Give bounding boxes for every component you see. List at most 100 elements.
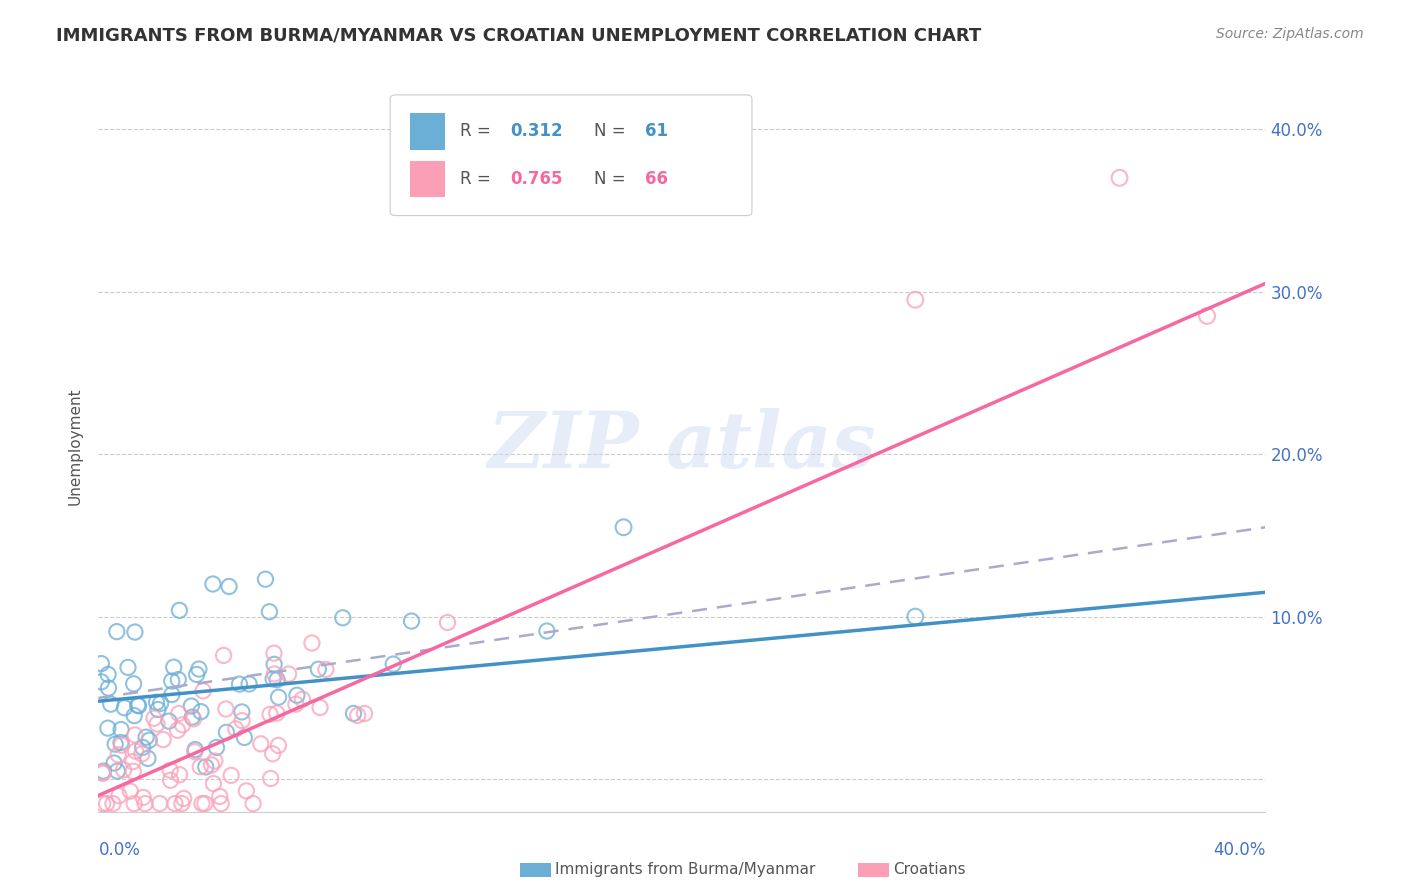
- Point: [263, 657, 285, 672]
- Point: [291, 692, 314, 706]
- Point: [112, 763, 135, 777]
- Point: [91, 797, 114, 811]
- Point: [105, 764, 128, 778]
- Point: [219, 768, 242, 782]
- Point: [167, 706, 190, 721]
- Point: [136, 751, 159, 765]
- Point: [90, 674, 112, 689]
- Point: [204, 754, 226, 768]
- Point: [124, 744, 146, 758]
- Point: [107, 747, 129, 762]
- Point: [159, 773, 181, 788]
- Point: [167, 673, 190, 687]
- Point: [309, 700, 332, 714]
- Point: [124, 728, 146, 742]
- Text: Croatians: Croatians: [893, 863, 966, 877]
- Text: N =: N =: [595, 122, 631, 140]
- Point: [105, 624, 128, 639]
- Text: 0.0%: 0.0%: [98, 841, 141, 859]
- Point: [186, 667, 208, 681]
- Point: [134, 797, 156, 811]
- Point: [160, 688, 183, 702]
- Point: [172, 718, 194, 732]
- Point: [266, 706, 288, 721]
- Point: [91, 764, 114, 778]
- Point: [332, 611, 354, 625]
- Point: [152, 732, 174, 747]
- Point: [132, 790, 155, 805]
- Point: [91, 765, 114, 780]
- Point: [149, 797, 172, 811]
- Point: [215, 725, 238, 739]
- Point: [436, 615, 458, 630]
- Point: [1108, 170, 1130, 185]
- Point: [163, 797, 186, 811]
- Point: [225, 722, 247, 736]
- Point: [267, 739, 290, 753]
- Point: [149, 696, 172, 710]
- Point: [145, 695, 167, 709]
- Text: Immigrants from Burma/Myanmar: Immigrants from Burma/Myanmar: [555, 863, 815, 877]
- FancyBboxPatch shape: [411, 113, 446, 150]
- Point: [122, 708, 145, 723]
- Point: [100, 697, 122, 711]
- Point: [249, 737, 271, 751]
- Point: [159, 763, 181, 777]
- Point: [194, 797, 217, 811]
- Point: [181, 710, 204, 724]
- Point: [259, 605, 281, 619]
- Point: [160, 674, 183, 689]
- Point: [307, 662, 329, 676]
- Text: Source: ZipAtlas.com: Source: ZipAtlas.com: [1216, 27, 1364, 41]
- Point: [166, 723, 188, 738]
- Point: [212, 648, 235, 663]
- Point: [108, 789, 131, 803]
- Point: [135, 730, 157, 744]
- Point: [231, 714, 253, 728]
- Point: [173, 791, 195, 805]
- Text: R =: R =: [460, 170, 496, 188]
- Point: [200, 758, 222, 772]
- Point: [266, 673, 288, 687]
- Text: 0.312: 0.312: [510, 122, 562, 140]
- Point: [127, 698, 149, 713]
- Point: [104, 737, 127, 751]
- Point: [183, 712, 205, 726]
- Point: [353, 706, 375, 721]
- Text: 66: 66: [644, 170, 668, 188]
- Point: [401, 614, 423, 628]
- Point: [110, 723, 132, 737]
- Point: [110, 735, 132, 749]
- Point: [124, 625, 146, 640]
- Point: [904, 609, 927, 624]
- Point: [163, 660, 186, 674]
- Point: [131, 747, 153, 761]
- Point: [209, 797, 232, 811]
- Point: [91, 766, 114, 780]
- Point: [238, 677, 260, 691]
- Point: [342, 706, 364, 721]
- Point: [169, 603, 191, 617]
- Point: [612, 520, 634, 534]
- Point: [143, 711, 166, 725]
- Point: [262, 672, 284, 686]
- Point: [117, 660, 139, 674]
- Point: [122, 677, 145, 691]
- Point: [242, 797, 264, 811]
- Point: [194, 760, 217, 774]
- Point: [138, 733, 160, 747]
- Point: [284, 697, 307, 711]
- Point: [97, 667, 120, 681]
- Point: [233, 731, 256, 745]
- Point: [121, 755, 143, 769]
- Point: [191, 684, 214, 698]
- Point: [315, 662, 337, 676]
- Point: [97, 721, 120, 735]
- Text: ZIP atlas: ZIP atlas: [488, 408, 876, 484]
- Point: [382, 657, 405, 671]
- Point: [259, 707, 281, 722]
- Point: [120, 784, 142, 798]
- Point: [536, 624, 558, 638]
- Point: [169, 767, 191, 781]
- Point: [215, 702, 238, 716]
